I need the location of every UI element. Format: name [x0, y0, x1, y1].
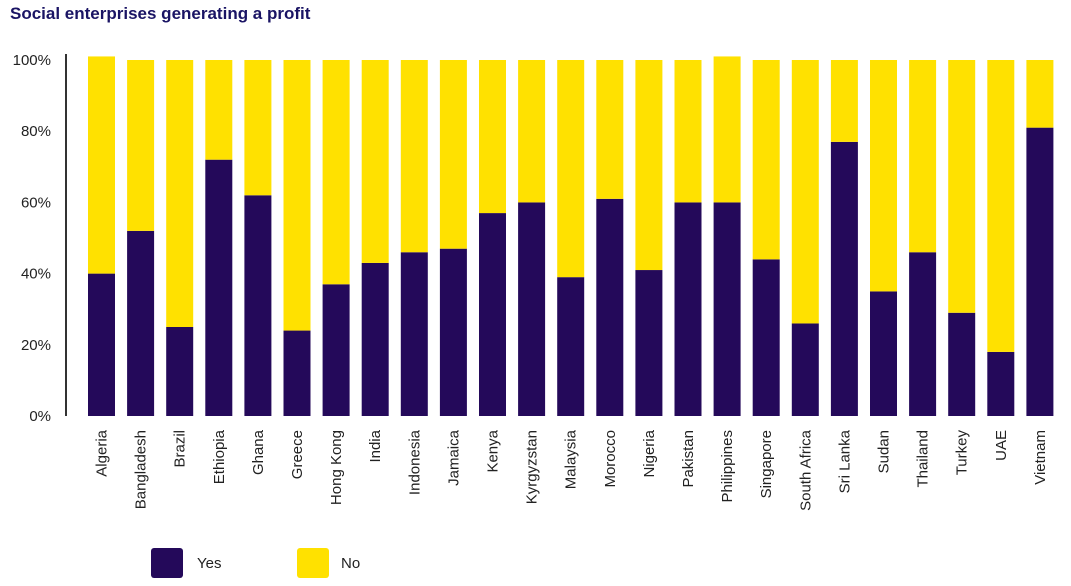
x-tick-label: Bangladesh: [133, 430, 150, 509]
x-tick-label: Thailand: [915, 430, 932, 488]
x-tick-label: Sri Lanka: [836, 429, 853, 493]
x-tick-label: Philippines: [719, 430, 736, 503]
x-tick-label: India: [367, 429, 384, 462]
bar-no: [635, 60, 663, 271]
x-axis-labels: Algeria Bangladesh Brazil Ethiopia Ghana Gree…: [94, 429, 1049, 511]
bar-yes: [166, 327, 194, 416]
bar-yes: [127, 230, 155, 416]
bar-yes: [1026, 127, 1054, 416]
bar-yes: [88, 273, 115, 416]
bar-no: [205, 60, 233, 160]
x-tick-label: Nigeria: [641, 429, 658, 477]
bar-yes: [791, 323, 819, 416]
x-tick-label: Vietnam: [1032, 430, 1049, 485]
bar-yes: [635, 270, 663, 416]
chart-title: Social enterprises generating a profit: [10, 4, 311, 23]
legend-label-yes: Yes: [197, 555, 221, 572]
bar-yes: [439, 248, 467, 416]
bar-yes: [322, 284, 350, 416]
bar-yes: [987, 351, 1015, 416]
y-tick-label: 80%: [21, 123, 51, 140]
bar-no: [870, 60, 897, 292]
legend: Yes No: [151, 548, 360, 578]
x-tick-label: Algeria: [94, 429, 111, 476]
bar-yes: [830, 141, 858, 416]
x-tick-label: Hong Kong: [328, 430, 345, 505]
x-tick-label: Jamaica: [445, 429, 462, 486]
x-tick-label: Ethiopia: [211, 429, 228, 484]
bar-yes: [244, 195, 272, 416]
bar-no: [791, 60, 819, 324]
bar-no: [322, 60, 350, 285]
y-tick-label: 0%: [29, 408, 51, 425]
x-tick-label: Pakistan: [680, 430, 697, 488]
x-tick-label: Ghana: [250, 429, 267, 475]
bar-no: [283, 60, 311, 331]
x-tick-label: Sudan: [876, 430, 893, 473]
x-tick-label: Brazil: [172, 430, 189, 468]
bar-yes: [713, 202, 741, 416]
bar-no: [596, 60, 624, 199]
bar-yes: [948, 312, 976, 416]
y-tick-label: 40%: [21, 266, 51, 283]
bar-yes: [361, 262, 389, 416]
bar-yes: [205, 159, 233, 416]
x-tick-label: Morocco: [602, 430, 619, 488]
x-tick-label: Kyrgyzstan: [524, 430, 541, 504]
bar-no: [987, 60, 1015, 352]
bar-yes: [674, 202, 702, 416]
bar-yes: [557, 277, 585, 416]
bar-no: [400, 60, 428, 253]
bar-no: [479, 60, 506, 214]
bar-no: [830, 60, 858, 142]
y-axis-ticks: 0% 20% 40% 60% 80% 100%: [13, 52, 51, 425]
bar-yes: [909, 252, 937, 416]
x-tick-label: Malaysia: [563, 429, 580, 489]
bar-yes: [283, 330, 311, 416]
bar-no: [127, 60, 155, 231]
bar-no: [674, 60, 702, 203]
bar-yes: [479, 213, 506, 416]
bar-yes: [596, 198, 624, 416]
bar-no: [518, 60, 546, 203]
x-tick-label: UAE: [993, 430, 1010, 461]
x-tick-label: Indonesia: [406, 429, 423, 495]
bar-no: [713, 56, 741, 203]
bar-no: [909, 60, 937, 253]
legend-swatch-yes: [151, 548, 183, 578]
y-tick-label: 100%: [13, 52, 51, 69]
y-tick-label: 20%: [21, 337, 51, 354]
bar-no: [166, 60, 194, 327]
bar-no: [948, 60, 976, 313]
bar-yes: [518, 202, 546, 416]
bar-no: [1026, 60, 1054, 128]
y-tick-label: 60%: [21, 194, 51, 211]
x-tick-label: Greece: [289, 430, 306, 479]
bar-no: [557, 60, 585, 278]
bars: [88, 56, 1054, 416]
x-tick-label: Kenya: [485, 429, 502, 472]
x-tick-label: Turkey: [954, 430, 971, 476]
bar-no: [88, 56, 115, 274]
x-tick-label: Singapore: [758, 430, 775, 498]
bar-no: [244, 60, 272, 196]
x-tick-label: South Africa: [797, 429, 814, 511]
bar-no: [752, 60, 780, 260]
bar-no: [361, 60, 389, 263]
bar-no: [439, 60, 467, 249]
legend-label-no: No: [341, 555, 360, 572]
legend-swatch-no: [297, 548, 329, 578]
bar-yes: [400, 252, 428, 416]
bar-yes: [870, 291, 897, 416]
bar-yes: [752, 259, 780, 416]
